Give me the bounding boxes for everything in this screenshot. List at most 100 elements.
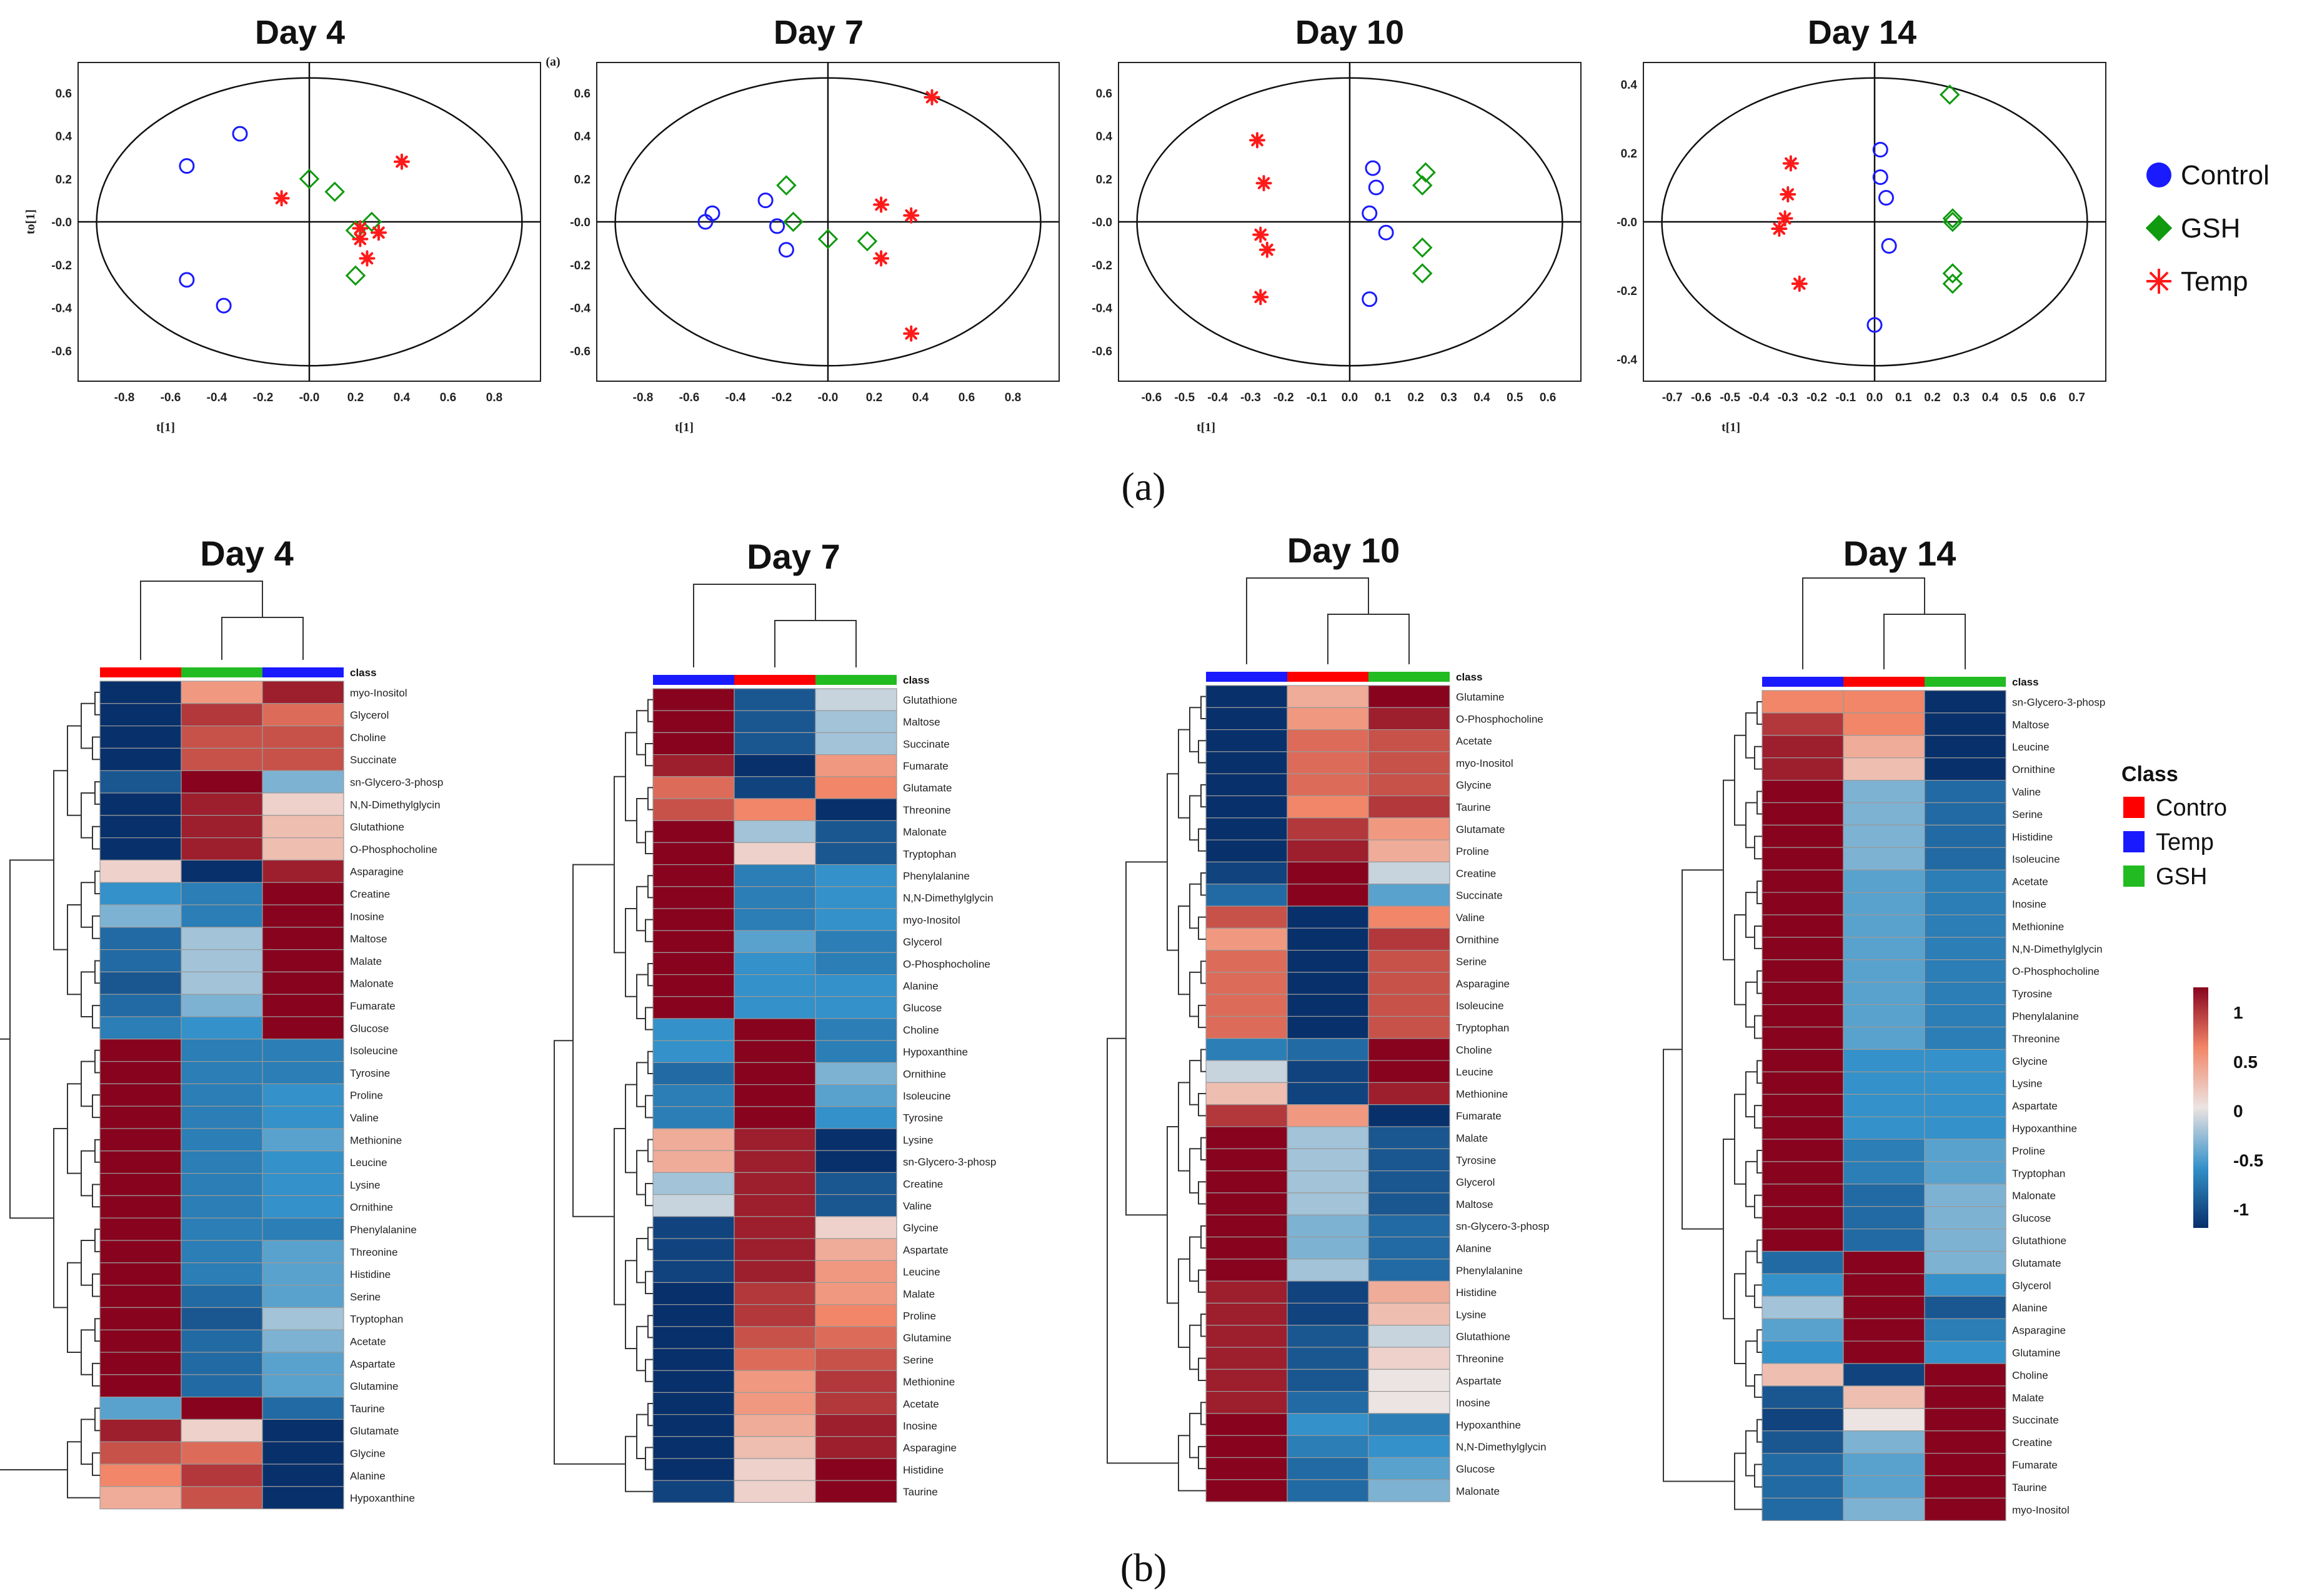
heatmap-cell [652,1326,735,1349]
dendrogram-branch [1189,707,1201,752]
heatmap-cell [1761,1340,1844,1364]
heatmap-cell [99,882,182,905]
heatmap-cell [1205,1038,1288,1061]
row-label: myo-Inositol [350,687,407,699]
dendrogram-branch [1754,746,1762,770]
control-point [1362,205,1378,221]
legend-label: GSH [2181,213,2240,244]
x-tick-label: 0.2 [347,391,364,404]
colorbar-tick-label: -0.5 [2233,1150,2263,1170]
row-label: Glucose [903,1002,942,1014]
y-tick-label: 0.6 [1096,87,1112,101]
row-label: Choline [1456,1044,1492,1056]
dendrogram-branch [625,732,637,822]
heatmap-cell [1924,802,2006,826]
dendrogram-branch [636,1325,648,1372]
x-tick-label: -0.2 [1273,391,1294,404]
row-dendrogram [554,699,653,1492]
asterisk-icon [2146,269,2171,294]
legend-item-temp: Temp [2146,266,2248,297]
dendrogram-branch [1189,971,1201,1017]
heatmap-cell [652,842,735,865]
heatmap-title: Day 7 [747,537,840,576]
row-label: Leucine [350,1157,387,1169]
row-label: myo-Inositol [903,914,960,926]
control-point [1872,169,1888,185]
x-tick-label: -0.0 [818,391,839,404]
temp-point-stroke [354,232,367,246]
row-label: Acetate [1456,736,1492,747]
heatmap-cell [262,1307,344,1330]
row-label: Malate [903,1288,935,1300]
dendrogram-branch [1754,1464,1762,1488]
heatmap-cell [734,1216,816,1239]
heatmap-cell [652,1392,735,1415]
heatmap-cell [815,974,897,997]
dendrogram-branch [1756,701,1762,725]
y-tick-label: 0.2 [56,173,72,186]
row-label: Glutathione [903,694,957,706]
heatmap-cell [1843,1094,1925,1117]
dendrogram-branch [1682,869,1723,1230]
temp-point-stroke [1781,188,1795,201]
x-tick-label: -0.5 [1174,391,1195,404]
heatmap-cell [262,994,344,1017]
heatmap-cell [734,1370,816,1393]
heatmap-cell [734,688,816,711]
heatmap-cell [1287,1280,1369,1304]
gsh-point [1412,175,1433,196]
heatmap-cell [652,864,735,887]
temp-point-stroke [1785,157,1797,170]
heatmap-cell [99,1083,182,1107]
control-point [1878,190,1894,206]
row-label: Creatine [903,1178,943,1190]
dendrogram-branch [67,725,81,816]
heatmap-cell [181,1352,263,1375]
row-label: Glycine [350,1448,386,1460]
heatmap-cell [1205,751,1288,774]
x-tick-label: 0.2 [1924,391,1940,404]
column-dendrogram [140,581,304,660]
heatmap-cell [1843,1385,1925,1409]
dendrogram-branch [625,1260,637,1349]
x-tick-label: 0.6 [959,391,975,404]
heatmap-cell [1761,1071,1844,1095]
heatmap-cell [652,1260,735,1283]
row-label: Lysine [903,1134,934,1146]
heatmap-cell [815,1194,897,1217]
heatmap-cell [1843,1228,1925,1252]
class-label: class [350,667,377,679]
heatmap-cell [652,886,735,909]
heatmap-cell [652,1040,735,1063]
row-label: Glycine [903,1222,939,1234]
heatmap-cell [1761,959,1844,983]
heatmap-cell [1761,1206,1844,1230]
score-plot-title: Day 14 [1808,14,1916,51]
row-label: Valine [1456,912,1485,924]
row-label: O-Phosphocholine [350,844,437,855]
heatmap-cell [181,1486,263,1510]
row-label: Histidine [1456,1287,1497,1299]
control-point [1881,238,1897,254]
dendrogram-branch [1198,1357,1206,1381]
class-legend-label: Contro [2156,795,2227,821]
dendrogram-branch [645,1007,653,1030]
heatmap-cell [815,820,897,843]
heatmap-cell [652,1414,735,1437]
heatmap-cell [1205,1015,1288,1039]
gsh-point [361,211,382,232]
heatmap-cell [734,1062,816,1085]
heatmap-cell [99,1060,182,1084]
row-dendrogram [1107,696,1206,1492]
heatmap-cell [1843,1250,1925,1275]
heatmap-cell [1761,914,1844,938]
heatmap-cell [262,1039,344,1062]
heatmap-cell [262,1083,344,1107]
heatmap-cell [652,820,735,843]
heatmap-cell [99,971,182,995]
heatmap-cell [99,949,182,972]
heatmap-cell [1205,1192,1288,1215]
dendrogram-branch [1745,1430,1757,1477]
x-tick-label: 0.5 [2011,391,2028,404]
dendrogram-branch [1198,1269,1206,1293]
